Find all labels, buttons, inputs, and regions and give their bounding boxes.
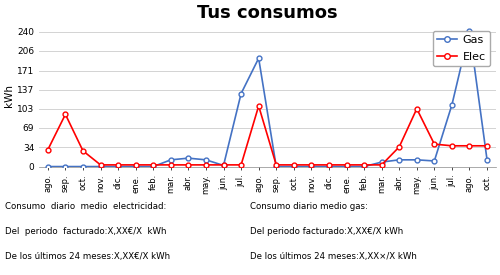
Text: Consumo diario medio gas:: Consumo diario medio gas: — [250, 202, 368, 211]
Text: De los últimos 24 meses:X,XX×/X kWh: De los últimos 24 meses:X,XX×/X kWh — [250, 252, 417, 261]
Legend: Gas, Elec: Gas, Elec — [432, 31, 490, 66]
Text: De los últimos 24 meses:X,XX€/X kWh: De los últimos 24 meses:X,XX€/X kWh — [5, 252, 170, 261]
Y-axis label: kWh: kWh — [4, 84, 14, 107]
Title: Tus consumos: Tus consumos — [197, 4, 338, 22]
Text: Del  periodo  facturado:X,XX€/X  kWh: Del periodo facturado:X,XX€/X kWh — [5, 227, 166, 236]
Text: Del periodo facturado:X,XX€/X kWh: Del periodo facturado:X,XX€/X kWh — [250, 227, 403, 236]
Text: Consumo  diario  medio  electricidad:: Consumo diario medio electricidad: — [5, 202, 166, 211]
